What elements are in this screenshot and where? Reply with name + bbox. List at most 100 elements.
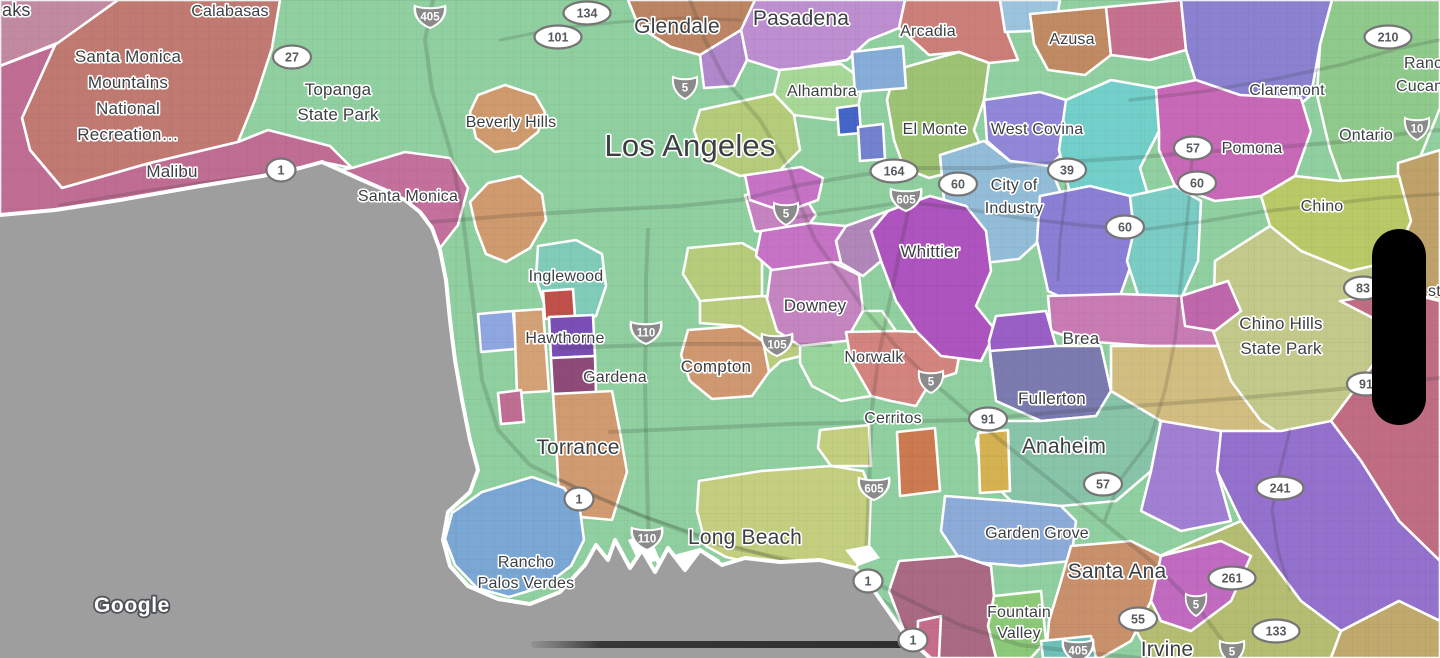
map-label: Glendale bbox=[634, 15, 720, 38]
svg-text:605: 605 bbox=[864, 484, 884, 496]
coastline bbox=[0, 160, 932, 658]
road bbox=[428, 128, 1440, 224]
route-shield-134: 134 bbox=[562, 0, 612, 26]
svg-text:55: 55 bbox=[1131, 613, 1145, 627]
map-label: Arcadia bbox=[900, 23, 956, 40]
map-label: Mountains bbox=[88, 73, 168, 92]
route-shield-241: 241 bbox=[1255, 475, 1305, 501]
map-label: Pomona bbox=[1222, 140, 1283, 157]
map-label: Brea bbox=[1063, 329, 1100, 348]
map-label: Claremont bbox=[1249, 82, 1325, 99]
map-label: Norwalk bbox=[844, 349, 904, 366]
road bbox=[423, 0, 1142, 658]
route-shield-133: 133 bbox=[1251, 618, 1301, 644]
map-label: Chino bbox=[1301, 198, 1344, 215]
interstate-shield-105: 105 bbox=[760, 332, 794, 358]
road bbox=[558, 478, 930, 658]
route-shield-60: 60 bbox=[1176, 170, 1218, 196]
harbor-structure bbox=[845, 545, 880, 566]
svg-text:91: 91 bbox=[1359, 378, 1373, 392]
svg-text:5: 5 bbox=[682, 83, 689, 95]
road bbox=[1270, 428, 1292, 592]
map-label: Hawthorne bbox=[525, 330, 604, 347]
map-label: aks bbox=[2, 0, 31, 20]
map-label: Industry bbox=[985, 200, 1044, 217]
map-label: Chino Hills bbox=[1239, 314, 1322, 333]
home-indicator-bar[interactable] bbox=[531, 641, 912, 648]
map-label: Anaheim bbox=[1022, 435, 1106, 458]
interstate-shield-605: 605 bbox=[889, 187, 923, 213]
map-label: Cerritos bbox=[864, 410, 922, 427]
interstate-shield-5: 5 bbox=[1218, 639, 1246, 658]
map-label: Valley bbox=[997, 625, 1041, 642]
google-logo[interactable]: Google bbox=[92, 592, 171, 618]
svg-text:210: 210 bbox=[1378, 31, 1399, 45]
svg-text:60: 60 bbox=[951, 178, 965, 192]
map-label: West Covina bbox=[991, 121, 1084, 138]
route-shield-1: 1 bbox=[265, 157, 297, 183]
route-shield-27: 27 bbox=[271, 44, 313, 70]
road bbox=[688, 0, 1237, 658]
svg-text:105: 105 bbox=[767, 340, 787, 352]
map-label: Fountain bbox=[987, 604, 1051, 621]
road bbox=[643, 228, 652, 557]
route-shield-60: 60 bbox=[1104, 214, 1146, 240]
map-label: Calabasas bbox=[191, 3, 268, 20]
route-shield-57: 57 bbox=[1172, 135, 1214, 161]
map-label: Compton bbox=[681, 357, 751, 376]
map-label: Malibu bbox=[146, 162, 197, 181]
svg-text:60: 60 bbox=[1190, 177, 1204, 191]
svg-text:5: 5 bbox=[1193, 600, 1200, 612]
map-label: Cucam bbox=[1396, 78, 1440, 95]
route-shield-39: 39 bbox=[1046, 157, 1088, 183]
svg-text:27: 27 bbox=[285, 51, 299, 65]
svg-text:1: 1 bbox=[576, 493, 583, 507]
redaction-pill bbox=[1372, 229, 1426, 425]
map-label: Downey bbox=[784, 296, 847, 315]
map-label: Santa Ana bbox=[1068, 560, 1167, 583]
map-label: Beverly Hills bbox=[466, 114, 557, 131]
map-label: State Park bbox=[297, 105, 379, 124]
route-shield-261: 261 bbox=[1207, 565, 1257, 591]
interstate-shield-5: 5 bbox=[1184, 592, 1208, 618]
road bbox=[864, 210, 910, 557]
route-shield-60: 60 bbox=[937, 171, 979, 197]
route-shield-210: 210 bbox=[1363, 24, 1413, 50]
svg-text:164: 164 bbox=[884, 165, 905, 179]
svg-text:57: 57 bbox=[1096, 478, 1110, 492]
interstate-shield-5: 5 bbox=[917, 369, 945, 395]
interstate-shield-5: 5 bbox=[671, 75, 699, 101]
map-label: Santa Monica bbox=[75, 47, 182, 66]
svg-text:1: 1 bbox=[865, 575, 872, 589]
svg-text:605: 605 bbox=[896, 195, 916, 207]
road bbox=[1128, 38, 1440, 102]
map-label: Alhambra bbox=[787, 83, 857, 100]
svg-text:57: 57 bbox=[1186, 142, 1200, 156]
svg-text:1: 1 bbox=[910, 634, 917, 648]
svg-text:10: 10 bbox=[1411, 124, 1424, 136]
map-label: State Park bbox=[1240, 339, 1322, 358]
interstate-shield-605: 605 bbox=[857, 476, 891, 502]
map-label: El Monte bbox=[903, 121, 968, 138]
svg-text:405: 405 bbox=[1068, 646, 1088, 658]
svg-text:39: 39 bbox=[1060, 164, 1074, 178]
route-shield-1: 1 bbox=[563, 486, 595, 512]
map-label: Fullerton bbox=[1018, 389, 1086, 408]
svg-text:110: 110 bbox=[638, 534, 657, 546]
map-label: Ranc bbox=[1404, 55, 1440, 72]
svg-text:5: 5 bbox=[783, 209, 790, 221]
map-label: National bbox=[96, 99, 160, 118]
road bbox=[1103, 138, 1195, 522]
map-label: Topanga bbox=[305, 80, 372, 99]
interstate-shield-5: 5 bbox=[772, 201, 800, 227]
interstate-shield-110: 110 bbox=[630, 526, 664, 552]
route-shield-101: 101 bbox=[533, 24, 583, 50]
map-label: Azusa bbox=[1049, 31, 1094, 48]
map-label: Pasadena bbox=[753, 7, 849, 30]
map-label: City of bbox=[991, 177, 1038, 194]
map-label: Ontario bbox=[1339, 127, 1393, 144]
map-label: Rancho bbox=[498, 554, 554, 571]
route-shield-91: 91 bbox=[967, 406, 1009, 432]
